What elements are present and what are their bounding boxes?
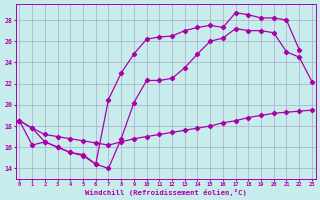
X-axis label: Windchill (Refroidissement éolien,°C): Windchill (Refroidissement éolien,°C)	[85, 189, 247, 196]
